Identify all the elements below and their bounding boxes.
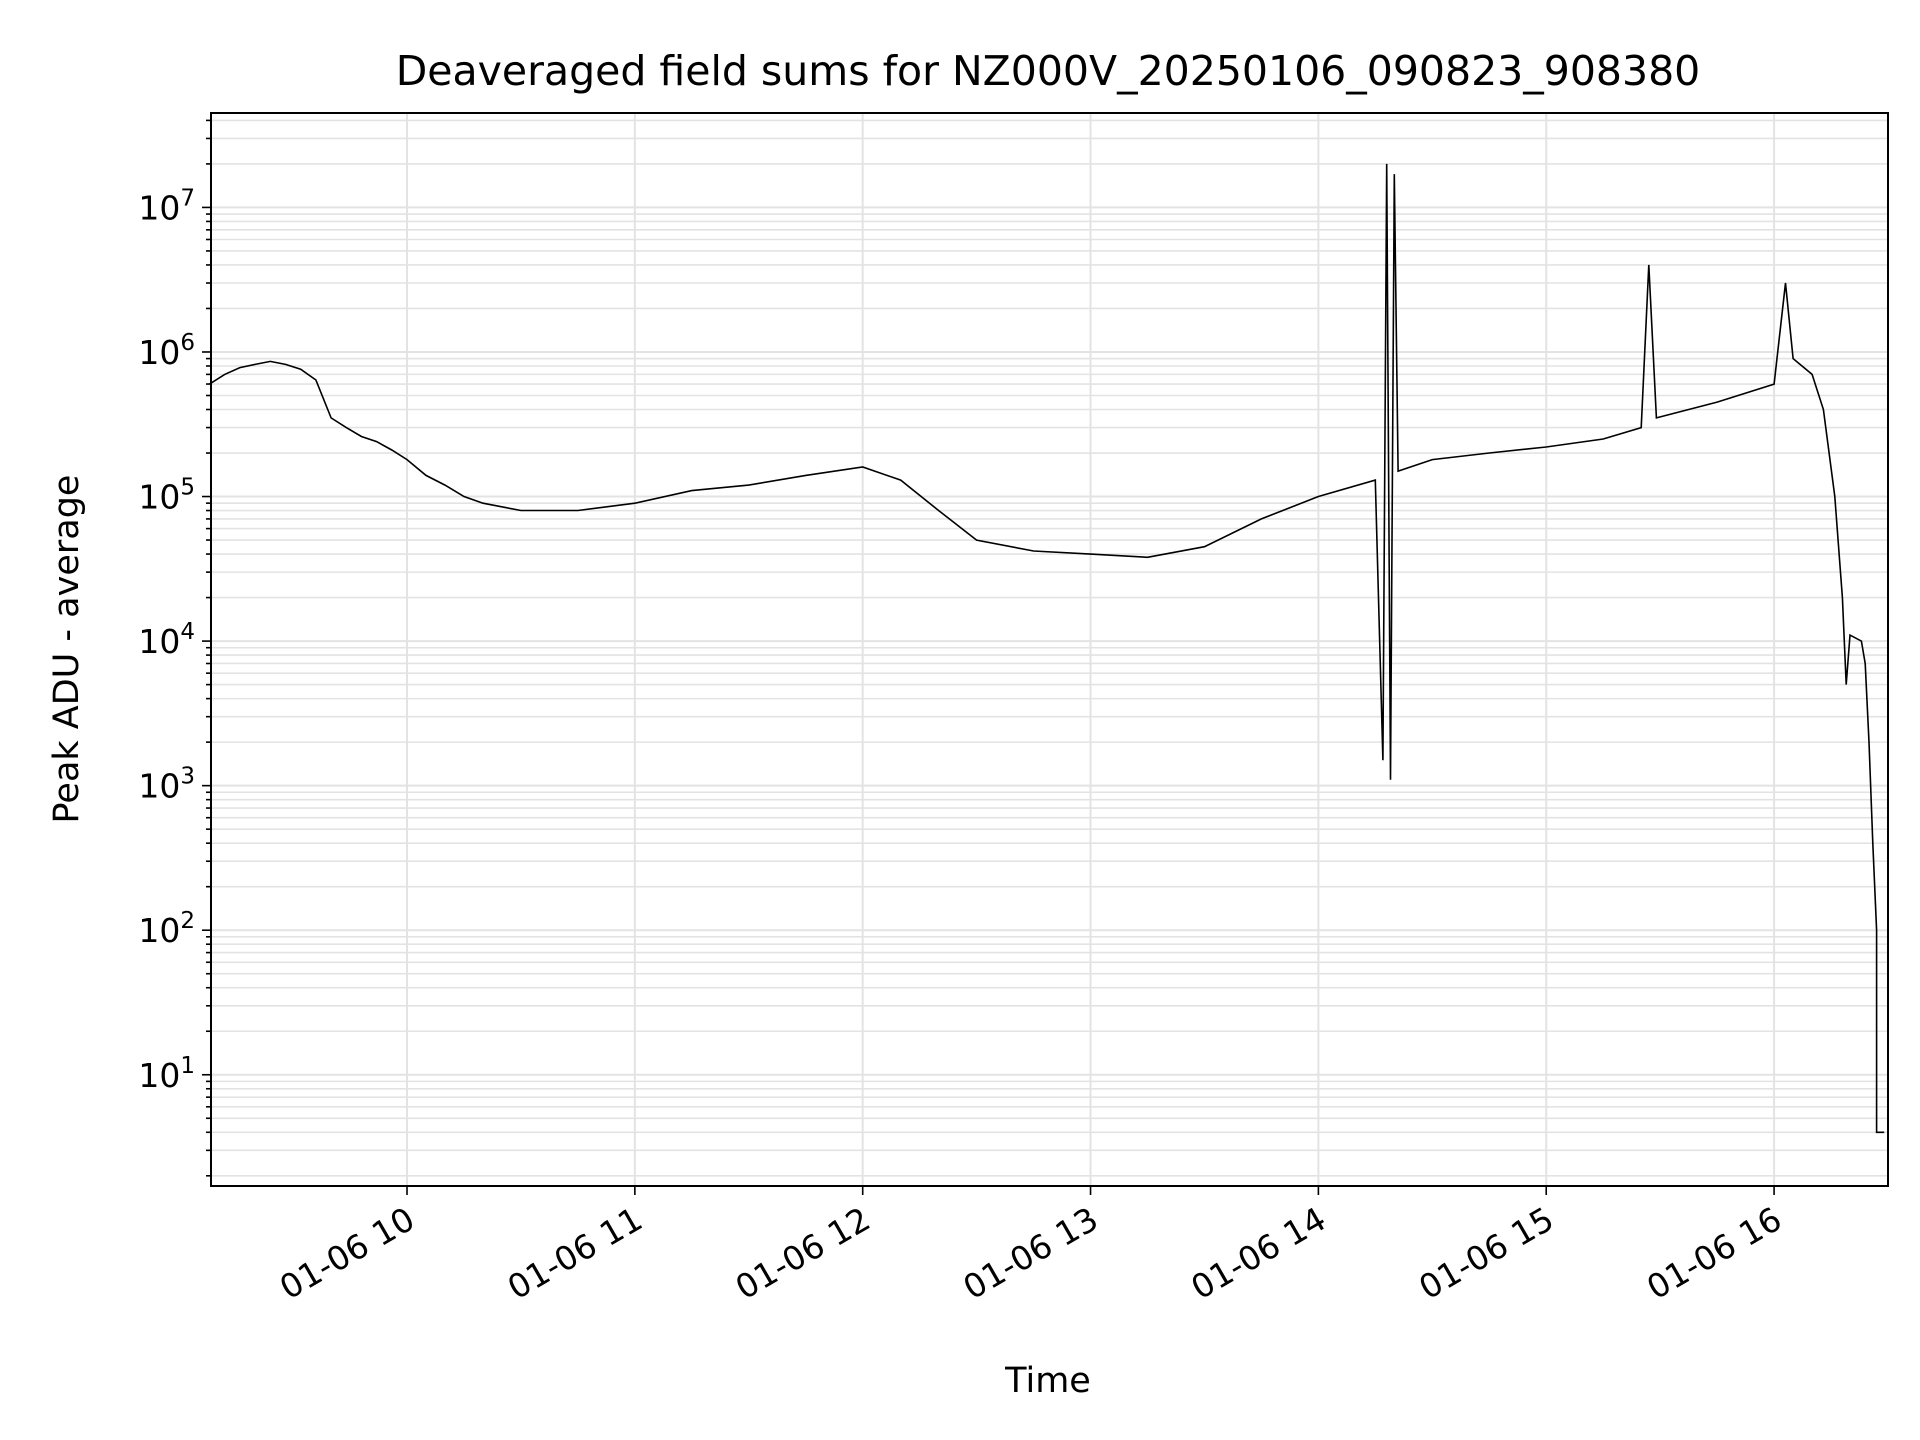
y-tick-label: 107 [138, 185, 195, 227]
chart-title: Deaveraged field sums for NZ000V_2025010… [396, 47, 1701, 95]
y-tick-label: 105 [138, 475, 195, 517]
x-axis-label: Time [1004, 1361, 1091, 1401]
y-tick-label: 101 [138, 1053, 195, 1095]
y-tick-label: 106 [138, 330, 195, 372]
y-tick-label: 102 [138, 908, 195, 950]
series [209, 163, 1885, 1134]
y-tick-label: 103 [138, 764, 195, 806]
y-tick-label: 104 [138, 619, 195, 661]
series-line [209, 163, 1885, 1134]
grid [211, 113, 1888, 1186]
plot-frame [210, 112, 1889, 1187]
y-axis-label: Peak ADU - average [47, 475, 87, 824]
